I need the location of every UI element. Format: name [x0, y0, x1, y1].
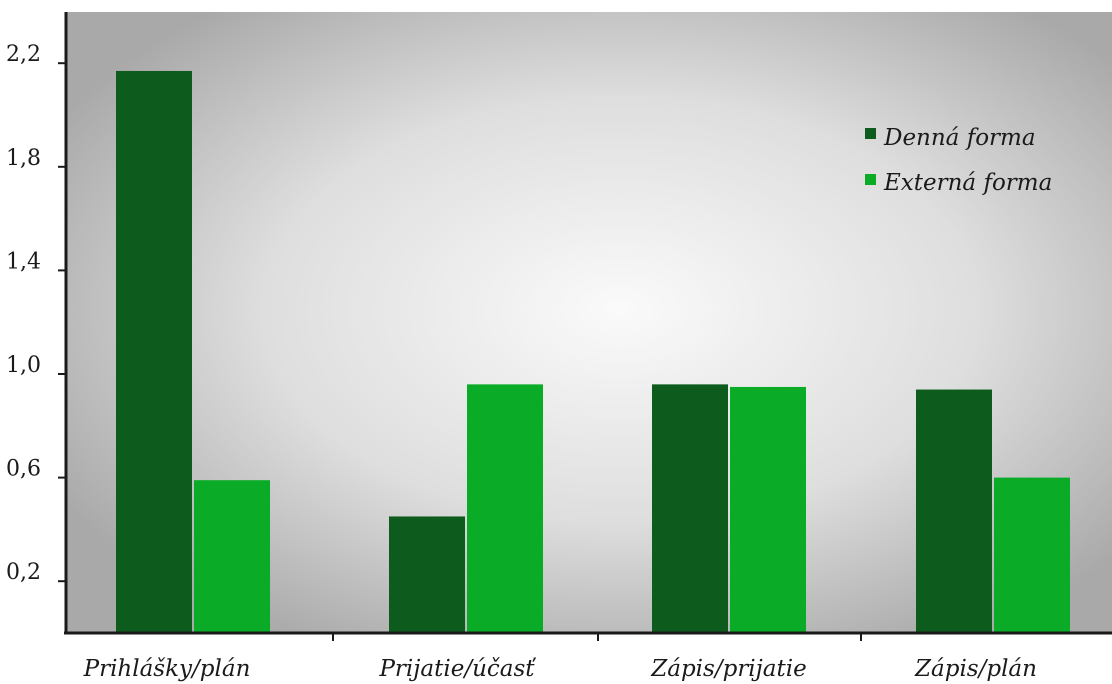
y-tick-label: 1,0 [6, 353, 41, 378]
bar-denna-4 [916, 389, 992, 633]
axes [64, 12, 1112, 635]
y-tick-label: 0,2 [6, 560, 41, 585]
category-label: Zápis/plán [914, 656, 1037, 682]
bar-denna-3 [652, 384, 728, 633]
legend-label-externa: Externá forma [883, 170, 1052, 196]
legend-swatch-externa [865, 174, 876, 185]
bar-denna-1 [116, 70, 192, 634]
bar-denna-2 [389, 516, 465, 633]
category-label: Prijatie/účasť [378, 656, 536, 682]
category-labels: Prihlášky/plán Prijatie/účasť Zápis/prijat… [83, 656, 1037, 682]
bars [116, 70, 1070, 634]
y-tick-label: 0,6 [6, 457, 41, 482]
y-tick-label: 1,4 [6, 249, 41, 274]
bar-externa-3 [730, 386, 806, 633]
legend-swatch-denna [865, 128, 876, 139]
legend: Denná forma Externá forma [865, 125, 1052, 196]
bar-externa-2 [467, 384, 543, 633]
y-tick-label: 2,2 [6, 42, 41, 67]
category-label: Zápis/prijatie [650, 656, 806, 682]
bar-externa-4 [994, 477, 1070, 633]
legend-label-denna: Denná forma [883, 125, 1036, 151]
y-tick-label: 1,8 [6, 146, 41, 171]
category-label: Prihlášky/plán [83, 656, 251, 682]
x-ticks [332, 633, 862, 641]
bar-externa-1 [194, 480, 270, 633]
y-ticks: 0,2 0,6 1,0 1,4 1,8 2,2 [6, 42, 66, 585]
